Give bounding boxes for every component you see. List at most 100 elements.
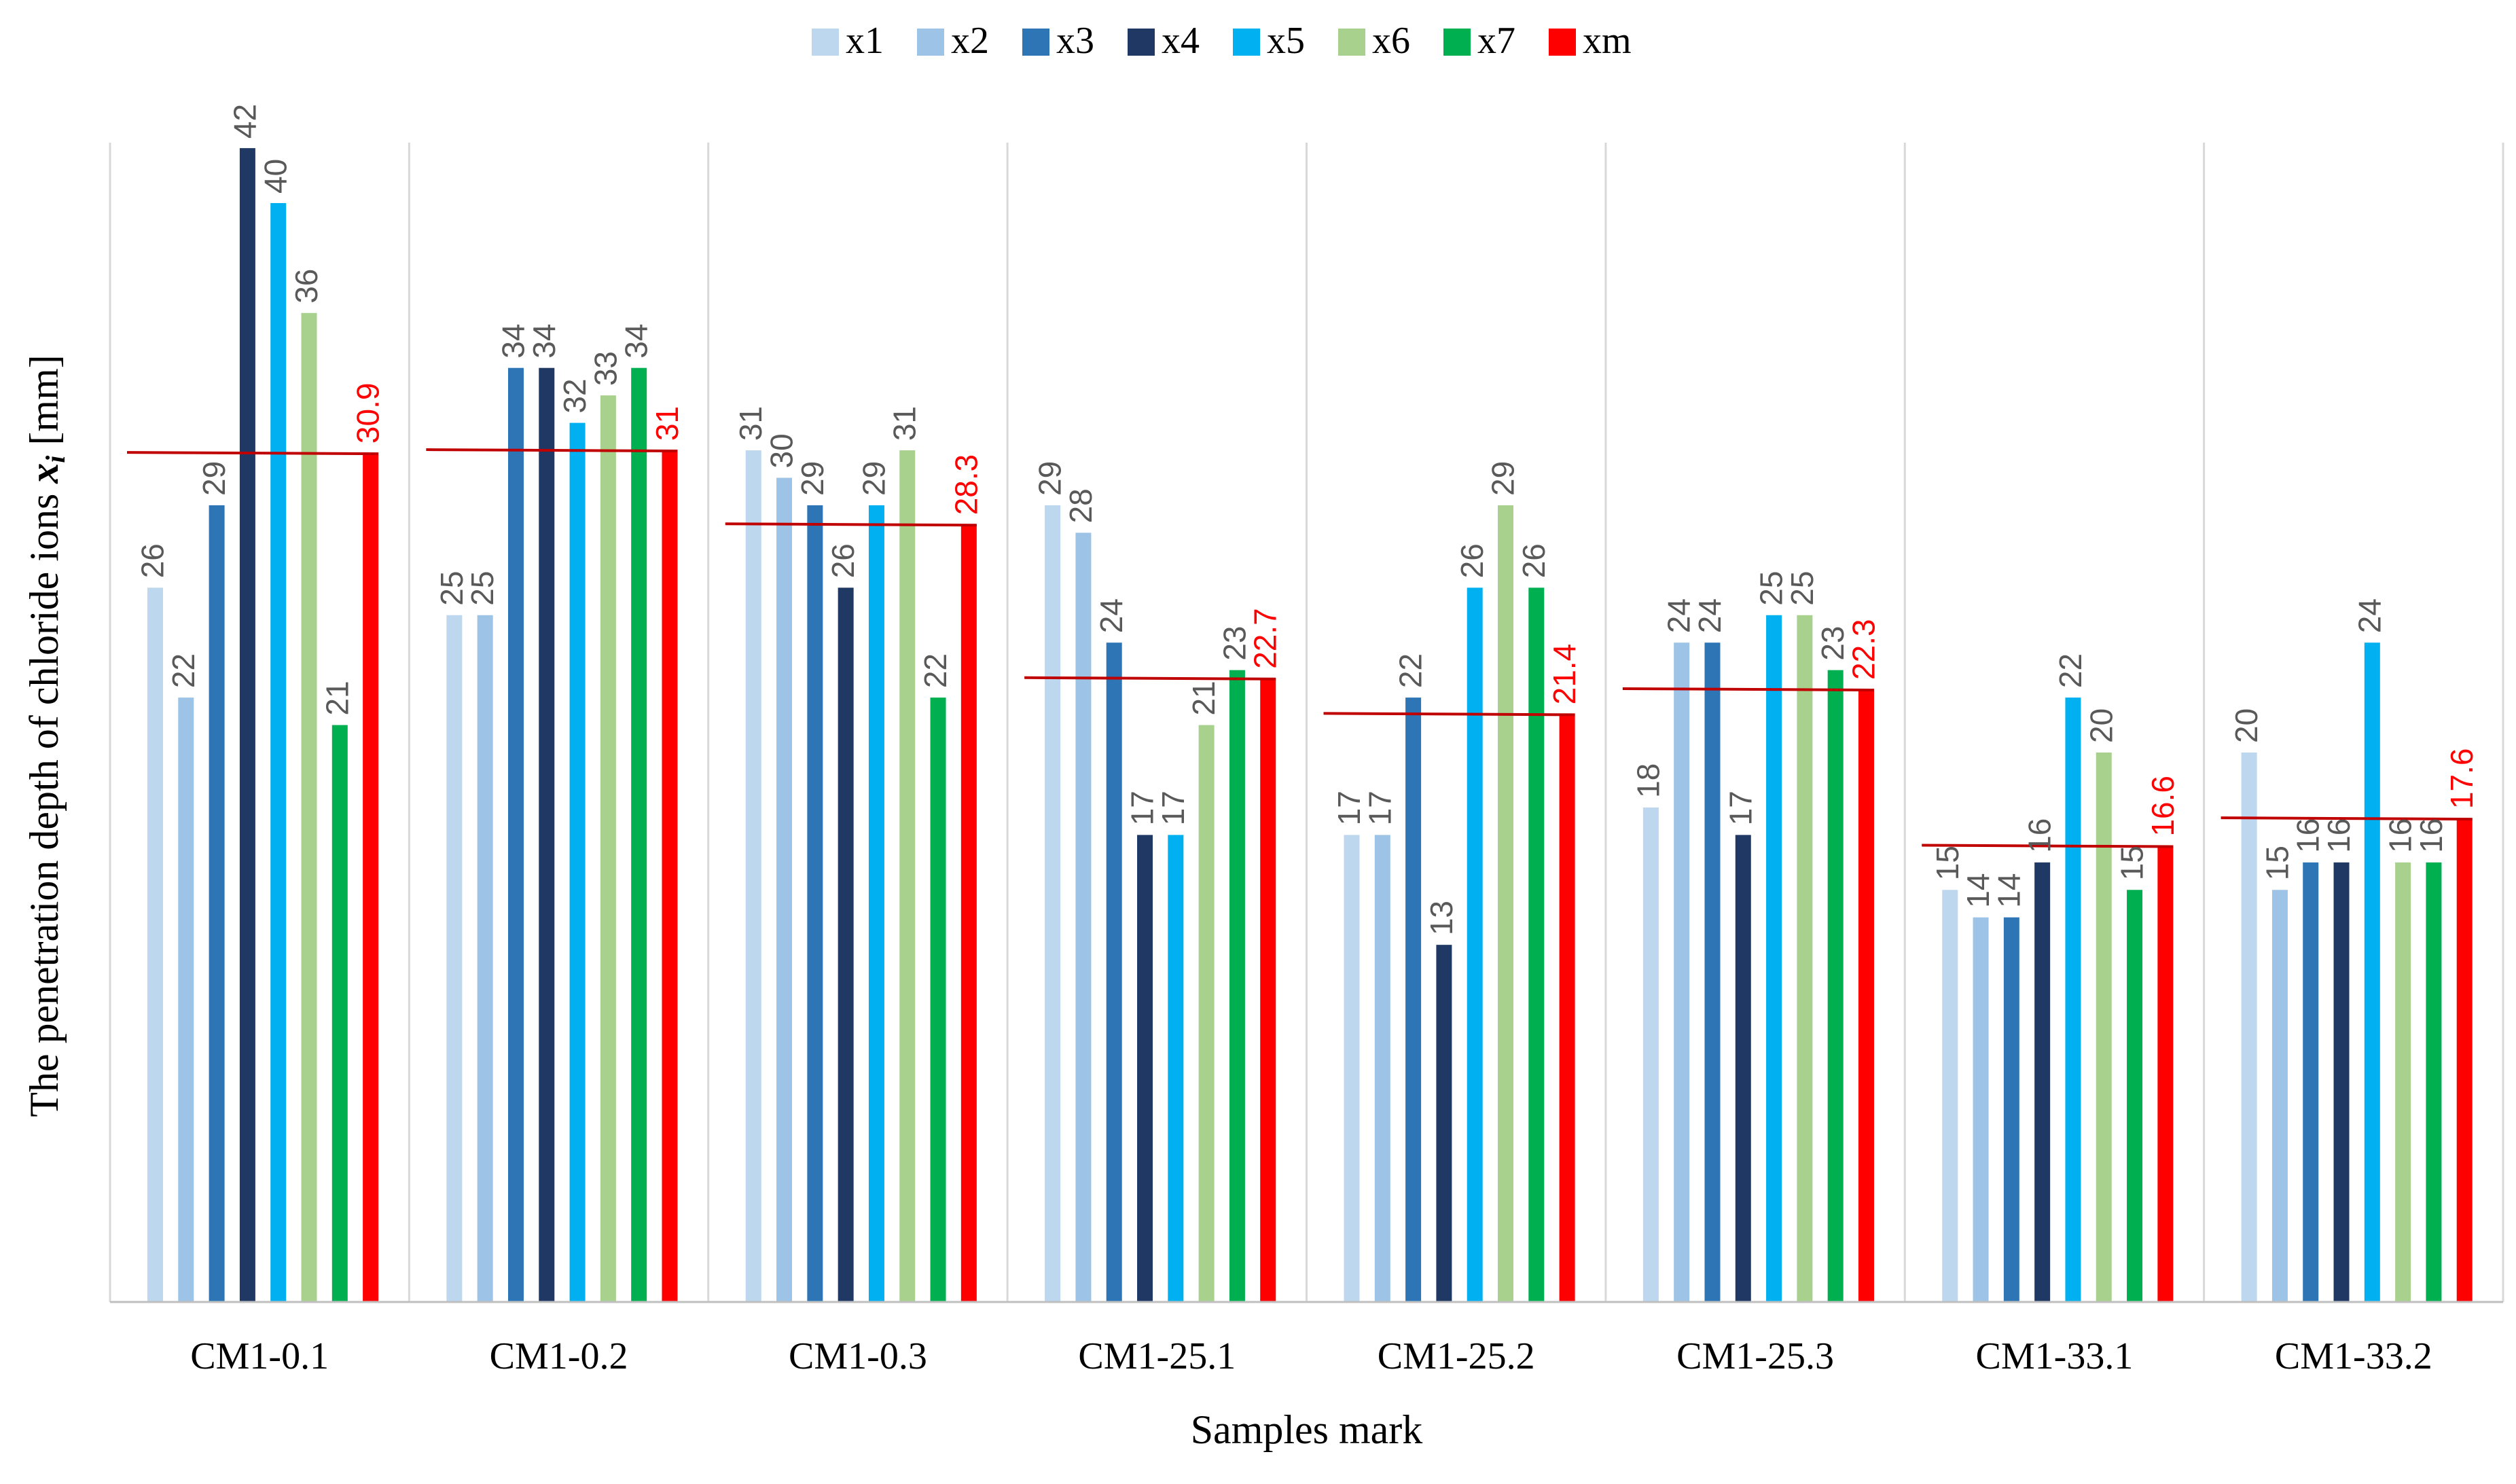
data-label-x7-CM1-25.2: 26	[1516, 543, 1551, 578]
data-label-x1-CM1-0.3: 31	[733, 406, 768, 441]
bar-x1-CM1-25.3	[1642, 807, 1659, 1302]
bar-x4-CM1-25.3	[1735, 835, 1751, 1302]
data-label-x7-CM1-0.3: 22	[918, 653, 953, 688]
bar-x4-CM1-33.1	[2034, 862, 2051, 1302]
mean-line-CM1-33.1	[1922, 844, 2174, 848]
data-label-x1-CM1-33.1: 15	[1930, 846, 1965, 880]
bar-x6-CM1-25.3	[1797, 615, 1813, 1302]
bar-x3-CM1-25.1	[1106, 643, 1122, 1302]
bar-x7-CM1-33.2	[2426, 862, 2442, 1302]
bar-x5-CM1-0.2	[569, 422, 586, 1302]
data-label-x6-CM1-25.1: 21	[1186, 681, 1221, 715]
x-tick-label: CM1-25.3	[1676, 1335, 1834, 1377]
legend-swatch-x6	[1338, 29, 1365, 56]
x-tick-label: CM1-25.2	[1378, 1335, 1535, 1377]
bar-x7-CM1-0.3	[930, 698, 946, 1302]
bar-x2-CM1-0.2	[477, 615, 493, 1302]
bar-xm-CM1-25.1	[1260, 678, 1276, 1302]
data-label-xm-CM1-0.3: 28.3	[948, 454, 984, 515]
data-label-x7-CM1-0.1: 21	[319, 681, 355, 715]
bar-x2-CM1-25.1	[1075, 532, 1092, 1302]
data-label-x4-CM1-33.2: 16	[2321, 818, 2356, 853]
legend-label-x2: x2	[951, 20, 989, 62]
data-label-x6-CM1-25.3: 25	[1784, 571, 1820, 606]
legend-label-xm: xm	[1583, 20, 1632, 62]
data-label-x5-CM1-25.1: 17	[1155, 791, 1191, 825]
data-label-x2-CM1-33.1: 14	[1960, 873, 1996, 908]
bar-x2-CM1-33.2	[2271, 890, 2288, 1302]
bar-x3-CM1-25.3	[1704, 643, 1721, 1302]
bar-x1-CM1-0.2	[446, 615, 463, 1302]
bar-x3-CM1-0.1	[209, 505, 225, 1303]
bar-x1-CM1-33.2	[2241, 753, 2257, 1302]
data-label-x1-CM1-33.2: 20	[2229, 708, 2264, 743]
data-label-x2-CM1-25.2: 17	[1362, 791, 1397, 825]
data-label-x2-CM1-0.2: 25	[465, 571, 500, 606]
bar-x7-CM1-25.3	[1827, 670, 1844, 1302]
bar-x4-CM1-25.1	[1137, 835, 1153, 1302]
data-label-x6-CM1-25.2: 29	[1486, 461, 1521, 496]
bar-x3-CM1-0.3	[807, 505, 823, 1303]
legend-swatch-x5	[1233, 29, 1260, 56]
data-label-x4-CM1-0.1: 42	[227, 104, 262, 139]
data-label-xm-CM1-33.2: 17.6	[2444, 748, 2479, 810]
data-label-x2-CM1-25.3: 24	[1661, 598, 1697, 633]
y-axis-title-subscript: i	[40, 456, 71, 463]
bar-x3-CM1-25.2	[1405, 698, 1422, 1302]
bar-xm-CM1-0.2	[662, 450, 678, 1302]
bar-x5-CM1-0.3	[868, 505, 884, 1303]
data-label-x4-CM1-25.3: 17	[1723, 791, 1758, 825]
bar-x3-CM1-33.1	[2003, 917, 2019, 1302]
data-label-x7-CM1-25.3: 23	[1815, 626, 1850, 660]
data-label-x1-CM1-25.3: 18	[1630, 763, 1666, 798]
bar-xm-CM1-33.2	[2456, 818, 2473, 1302]
data-label-x5-CM1-25.2: 26	[1454, 543, 1490, 578]
data-label-x6-CM1-33.1: 20	[2083, 708, 2119, 743]
bar-x1-CM1-0.3	[745, 450, 761, 1302]
data-label-x3-CM1-0.2: 34	[495, 324, 531, 359]
data-label-x6-CM1-0.1: 36	[289, 269, 324, 304]
x-tick-label: CM1-0.2	[490, 1335, 628, 1377]
legend-label-x7: x7	[1477, 20, 1515, 62]
bar-x3-CM1-33.2	[2303, 862, 2319, 1302]
data-label-x2-CM1-0.3: 30	[764, 433, 799, 468]
x-tick-label: CM1-33.2	[2275, 1335, 2432, 1377]
data-label-x1-CM1-0.2: 25	[434, 571, 469, 606]
bar-x2-CM1-25.2	[1374, 835, 1390, 1302]
bar-x5-CM1-33.1	[2065, 698, 2081, 1302]
bar-xm-CM1-25.2	[1559, 714, 1575, 1302]
mean-line-CM1-25.1	[1024, 676, 1276, 681]
bar-x5-CM1-33.2	[2364, 643, 2380, 1302]
category-separators	[109, 143, 2504, 1302]
legend-label-x5: x5	[1267, 20, 1305, 62]
bar-x6-CM1-33.1	[2096, 753, 2112, 1302]
data-label-xm-CM1-25.1: 22.7	[1248, 608, 1283, 669]
bar-x7-CM1-0.2	[631, 367, 647, 1303]
legend-label-x3: x3	[1056, 20, 1094, 62]
bar-x6-CM1-0.1	[301, 312, 317, 1302]
bar-x7-CM1-0.1	[331, 725, 348, 1302]
bar-x3-CM1-0.2	[507, 367, 524, 1303]
legend: x1 x2 x3 x4 x5 x6 x7 xm	[812, 20, 1632, 62]
bar-x2-CM1-0.3	[776, 477, 793, 1302]
x-tick-label: CM1-33.1	[1976, 1335, 2134, 1377]
legend-swatch-x3	[1022, 29, 1049, 56]
legend-label-x4: x4	[1162, 20, 1200, 62]
bar-x6-CM1-0.2	[600, 395, 616, 1302]
bar-x1-CM1-25.2	[1344, 835, 1360, 1302]
data-label-x3-CM1-33.2: 16	[2290, 818, 2326, 853]
data-label-x3-CM1-33.1: 14	[1991, 873, 2026, 908]
x-tick-label: CM1-0.1	[190, 1335, 329, 1377]
x-axis-title: Samples mark	[1191, 1407, 1423, 1452]
bar-x4-CM1-25.2	[1436, 945, 1452, 1302]
data-label-x6-CM1-0.2: 33	[588, 351, 623, 386]
bar-xm-CM1-33.1	[2157, 846, 2174, 1302]
data-label-x3-CM1-25.1: 24	[1094, 598, 1129, 633]
data-label-x2-CM1-33.2: 15	[2259, 846, 2295, 880]
bar-xm-CM1-0.3	[960, 524, 977, 1302]
y-axis-title-variable: x	[22, 463, 67, 484]
data-label-x7-CM1-25.1: 23	[1217, 626, 1252, 660]
data-label-x4-CM1-0.2: 34	[526, 324, 562, 359]
